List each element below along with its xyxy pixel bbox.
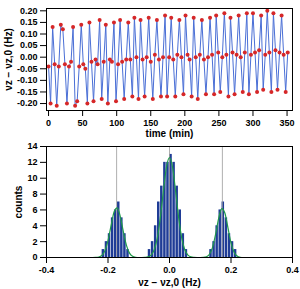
svg-text:14: 14 bbox=[27, 141, 37, 151]
svg-text:0: 0 bbox=[32, 252, 37, 262]
svg-text:100: 100 bbox=[109, 118, 124, 128]
svg-text:0.0: 0.0 bbox=[163, 265, 176, 275]
svg-text:200: 200 bbox=[177, 118, 192, 128]
svg-text:counts: counts bbox=[13, 185, 24, 218]
svg-text:0.05: 0.05 bbox=[20, 40, 38, 50]
svg-text:-0.15: -0.15 bbox=[17, 87, 38, 97]
svg-text:0.00: 0.00 bbox=[20, 52, 38, 62]
svg-text:12: 12 bbox=[27, 157, 37, 167]
svg-text:150: 150 bbox=[143, 118, 158, 128]
svg-text:0.4: 0.4 bbox=[286, 265, 299, 275]
svg-text:2: 2 bbox=[32, 237, 37, 247]
svg-text:8: 8 bbox=[32, 189, 37, 199]
svg-text:-0.05: -0.05 bbox=[17, 64, 38, 74]
svg-text:-0.4: -0.4 bbox=[39, 265, 55, 275]
svg-text:-0.10: -0.10 bbox=[17, 75, 38, 85]
svg-text:250: 250 bbox=[211, 118, 226, 128]
svg-text:-0.2: -0.2 bbox=[100, 265, 116, 275]
svg-text:0.10: 0.10 bbox=[20, 29, 38, 39]
svg-text:0: 0 bbox=[46, 118, 51, 128]
svg-text:time (min): time (min) bbox=[146, 128, 194, 139]
svg-text:10: 10 bbox=[27, 173, 37, 183]
svg-text:νz − νz,0 (Hz): νz − νz,0 (Hz) bbox=[3, 28, 14, 91]
svg-text:0.20: 0.20 bbox=[20, 6, 38, 16]
svg-text:νz − νz,0 (Hz): νz − νz,0 (Hz) bbox=[138, 277, 201, 288]
svg-text:350: 350 bbox=[280, 118, 295, 128]
svg-text:300: 300 bbox=[245, 118, 260, 128]
svg-text:4: 4 bbox=[32, 221, 37, 231]
svg-text:6: 6 bbox=[32, 205, 37, 215]
svg-text:0.15: 0.15 bbox=[20, 17, 38, 27]
svg-text:-0.20: -0.20 bbox=[17, 98, 38, 108]
svg-text:0.2: 0.2 bbox=[225, 265, 238, 275]
svg-text:50: 50 bbox=[78, 118, 88, 128]
